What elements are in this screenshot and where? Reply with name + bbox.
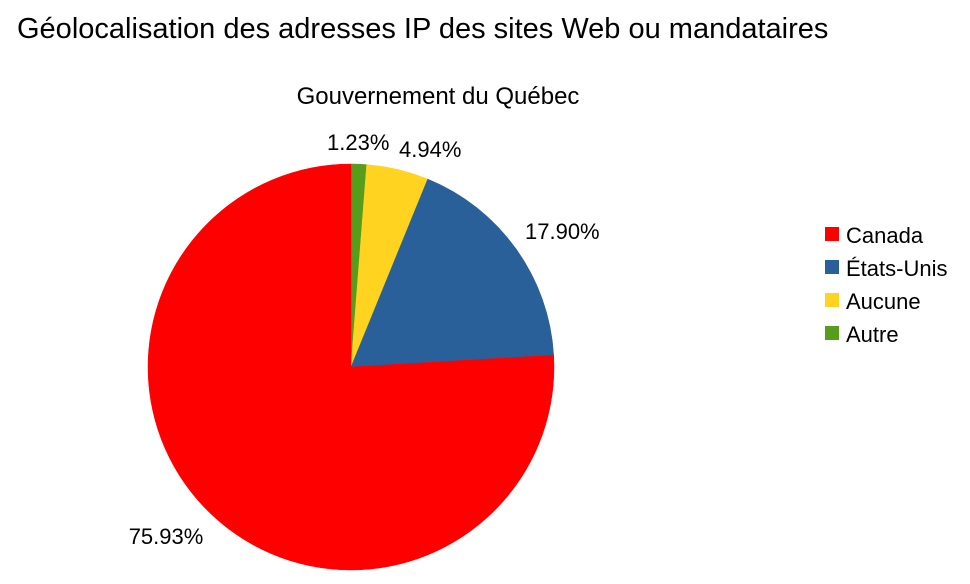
chart-main-title: Géolocalisation des adresses IP des site… (17, 13, 829, 45)
legend-swatch-autre (825, 326, 839, 340)
chart-legend: Canada États-Unis Aucune Autre (825, 223, 947, 347)
legend-label-canada: Canada (846, 223, 924, 248)
legend-swatch--tats-unis (825, 260, 839, 274)
legend-swatch-canada (825, 227, 839, 241)
pie-data-labels: 1.23% 4.94% 17.90% 75.93% (129, 130, 600, 549)
chart-subtitle: Gouvernement du Québec (297, 83, 580, 110)
data-label-aucune: 4.94% (399, 137, 461, 162)
pie-slice-canada (147, 163, 555, 571)
legend-label-aucune: Aucune (846, 289, 921, 314)
data-label-canada: 75.93% (129, 524, 204, 549)
data-label-autre: 1.23% (327, 130, 389, 155)
legend-label--tats-unis: États-Unis (846, 256, 947, 281)
pie-slices (147, 163, 555, 571)
legend-swatch-aucune (825, 293, 839, 307)
data-label--tats-unis: 17.90% (525, 219, 600, 244)
legend-label-autre: Autre (846, 322, 899, 347)
pie-slice--tats-unis (350, 178, 554, 368)
